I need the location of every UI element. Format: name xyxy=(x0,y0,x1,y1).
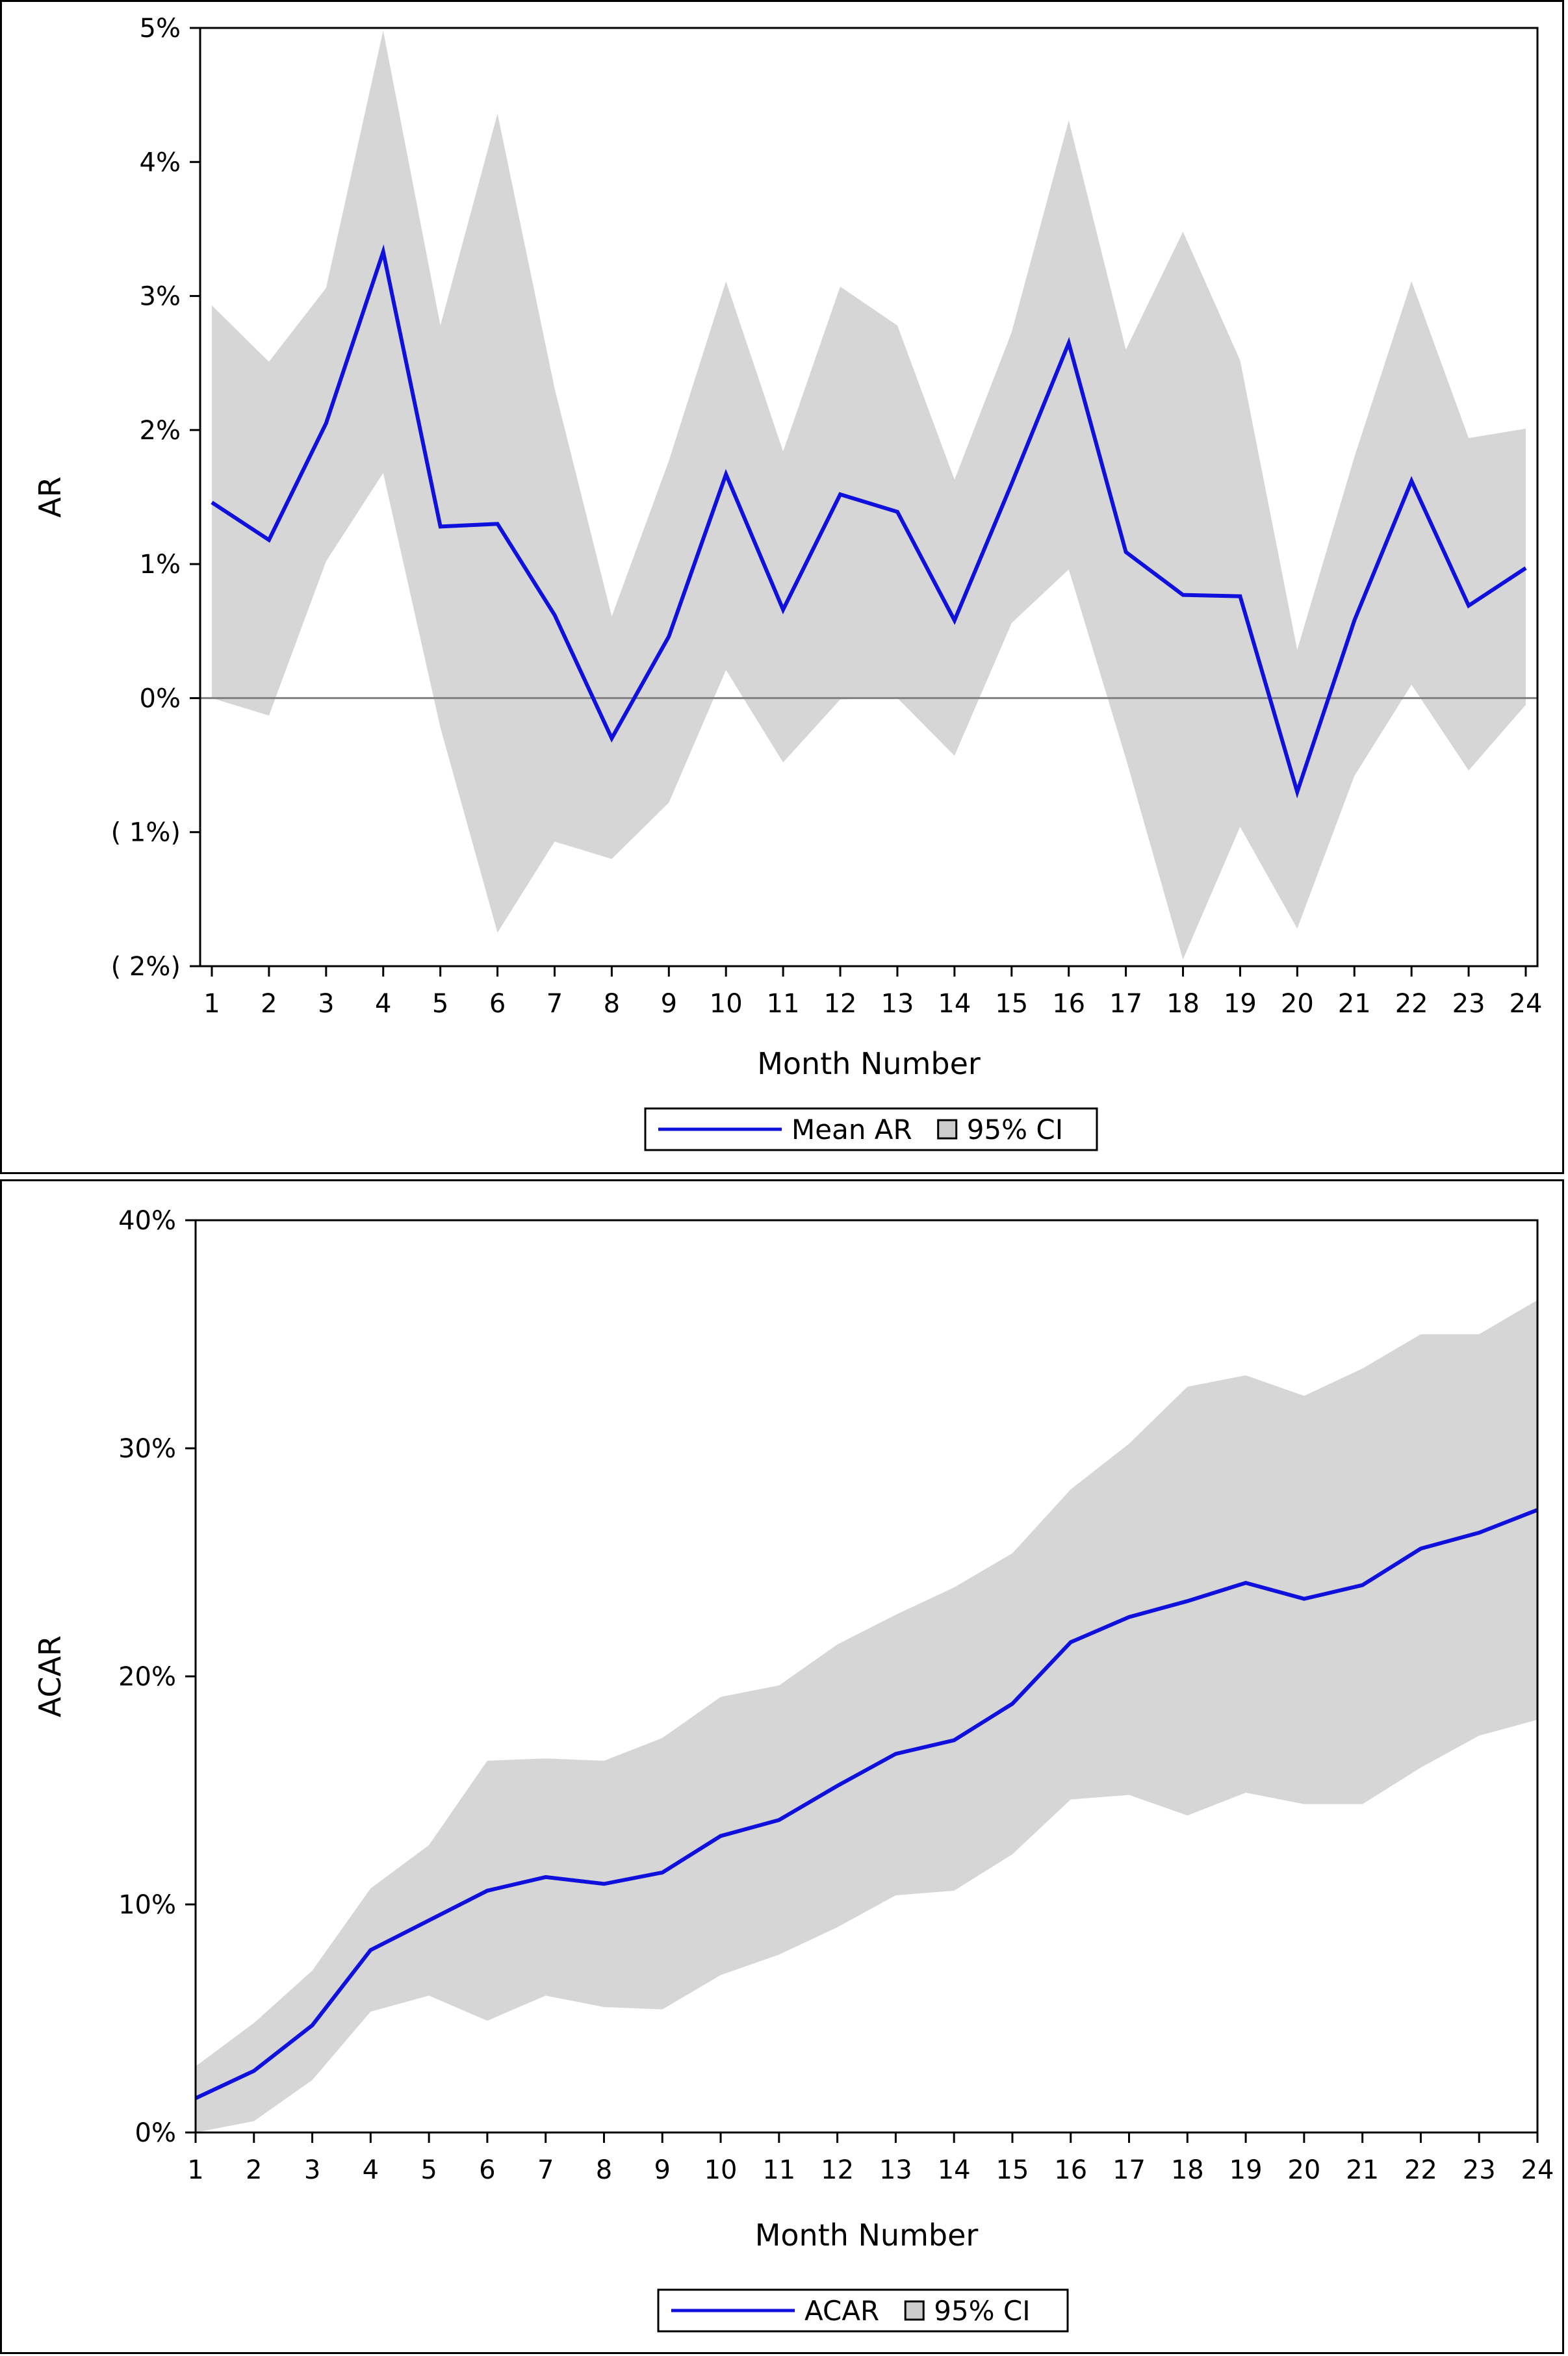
ar-legend-band-swatch xyxy=(937,1119,958,1140)
acar-x-tick-label: 20 xyxy=(1287,2155,1320,2185)
acar-y-tick-label: 0% xyxy=(135,2118,176,2148)
ar-legend-line-label: Mean AR xyxy=(791,1114,912,1146)
acar-chart: 0%10%20%30%40%1 2 3 4 5 6 7 8 9 10 11 12 13 14 15 16 17 1… xyxy=(32,1206,1554,2333)
ar-x-tick-label: 4 xyxy=(375,989,391,1019)
ar-y-tick-label: 2% xyxy=(140,416,181,446)
ar-x-tick-label: 13 xyxy=(881,989,914,1019)
acar-x-tick-label: 10 xyxy=(704,2155,738,2185)
ar-x-tick-label: 15 xyxy=(995,989,1028,1019)
ar-x-tick-label: 24 xyxy=(1510,989,1543,1019)
acar-x-tick-label: 23 xyxy=(1463,2155,1496,2185)
ar-x-tick-label: 23 xyxy=(1452,989,1485,1019)
ar-x-axis-title: Month Number xyxy=(757,1046,981,1081)
ar-x-tick-label: 6 xyxy=(489,989,506,1019)
ar-x-tick-label: 2 xyxy=(261,989,277,1019)
acar-ci-band xyxy=(196,1300,1537,2132)
acar-x-tick-label: 11 xyxy=(762,2155,795,2185)
ar-x-tick-label: 11 xyxy=(767,989,800,1019)
ar-y-tick-label: 5% xyxy=(140,14,181,44)
acar-y-tick-label: 10% xyxy=(118,1890,176,1920)
acar-x-tick-label: 17 xyxy=(1112,2155,1146,2185)
ar-x-tick-label: 19 xyxy=(1224,989,1257,1019)
ar-x-tick-label: 5 xyxy=(432,989,448,1019)
ar-legend-band-label: 95% CI xyxy=(967,1114,1063,1146)
acar-legend: ACAR 95% CI xyxy=(657,2288,1069,2333)
acar-y-axis-title: ACAR xyxy=(32,1635,68,1717)
acar-y-tick-label: 30% xyxy=(118,1434,176,1464)
ar-x-tick-label: 10 xyxy=(710,989,743,1019)
ar-x-tick-label: 22 xyxy=(1395,989,1428,1019)
acar-x-tick-label: 13 xyxy=(879,2155,912,2185)
ar-mean-line xyxy=(211,244,1527,799)
ar-x-tick-label: 17 xyxy=(1109,989,1142,1019)
ar-x-tick-label: 21 xyxy=(1338,989,1371,1019)
ar-chart-panel: ( 2%)( 1%) 0% 1% 2% 3% 4% 5% 1 2 3 4 5 6 7 8 9 10 11 12 13 1… xyxy=(0,0,1564,1174)
ar-x-tick-label: 3 xyxy=(318,989,334,1019)
acar-x-tick-label: 12 xyxy=(821,2155,854,2185)
ar-y-tick-label: 4% xyxy=(140,147,181,177)
ar-legend: Mean AR 95% CI xyxy=(644,1107,1098,1151)
acar-mean-line xyxy=(194,1508,1539,2101)
ar-x-tick-label: 7 xyxy=(546,989,563,1019)
acar-x-tick-label: 18 xyxy=(1171,2155,1204,2185)
acar-chart-panel: 0% 10% 20% 30% 40% 1 2 3 4 5 6 7 8 9 10 11 12 13 14 15 16 17 1… xyxy=(0,1179,1564,2354)
ar-y-tick-label: ( 1%) xyxy=(111,818,181,848)
acar-legend-band-swatch xyxy=(904,2300,925,2321)
acar-x-tick-label: 24 xyxy=(1521,2155,1554,2185)
acar-y-tick-label: 20% xyxy=(118,1662,176,1692)
ar-x-tick-label: 18 xyxy=(1166,989,1200,1019)
acar-x-tick-label: 5 xyxy=(420,2155,437,2185)
acar-x-tick-label: 6 xyxy=(479,2155,495,2185)
acar-x-tick-label: 1 xyxy=(187,2155,203,2185)
ar-y-tick-label: 1% xyxy=(140,550,181,580)
acar-x-tick-label: 21 xyxy=(1346,2155,1379,2185)
ar-legend-box xyxy=(644,1107,1098,1151)
ar-y-tick-label: 0% xyxy=(140,684,181,713)
acar-x-tick-label: 15 xyxy=(996,2155,1029,2185)
acar-x-tick-label: 22 xyxy=(1404,2155,1437,2185)
ar-y-axis-title: AR xyxy=(32,476,68,517)
ar-y-tick-label: 3% xyxy=(140,282,181,312)
acar-legend-line-label: ACAR xyxy=(804,2295,879,2327)
acar-x-tick-label: 19 xyxy=(1229,2155,1263,2185)
ar-x-tick-label: 9 xyxy=(661,989,677,1019)
ar-x-tick-label: 12 xyxy=(824,989,857,1019)
acar-x-tick-label: 3 xyxy=(304,2155,320,2185)
ar-x-tick-label: 8 xyxy=(604,989,620,1019)
acar-x-axis-title: Month Number xyxy=(755,2218,979,2253)
ar-chart: ( 2%)( 1%)0%1%2%3%4%5%1 2 3 4 5 6 7 8 9 10 11 12 13 1… xyxy=(32,14,1543,1151)
ar-x-tick-label: 16 xyxy=(1052,989,1085,1019)
acar-x-tick-label: 8 xyxy=(596,2155,612,2185)
acar-legend-box xyxy=(657,2288,1069,2333)
ar-x-tick-label: 20 xyxy=(1281,989,1314,1019)
acar-x-tick-label: 16 xyxy=(1054,2155,1087,2185)
acar-x-tick-label: 4 xyxy=(363,2155,379,2185)
ar-ci-band xyxy=(212,31,1526,960)
ar-x-tick-label: 1 xyxy=(203,989,220,1019)
ar-plot-frame xyxy=(199,27,1539,967)
acar-x-tick-label: 14 xyxy=(938,2155,971,2185)
acar-legend-band-label: 95% CI xyxy=(934,2295,1030,2327)
acar-x-tick-label: 7 xyxy=(537,2155,554,2185)
ar-y-tick-label: ( 2%) xyxy=(111,952,181,982)
acar-x-tick-label: 9 xyxy=(654,2155,671,2185)
acar-y-tick-label: 40% xyxy=(118,1206,176,1236)
ar-x-tick-label: 14 xyxy=(938,989,971,1019)
acar-x-tick-label: 2 xyxy=(246,2155,262,2185)
